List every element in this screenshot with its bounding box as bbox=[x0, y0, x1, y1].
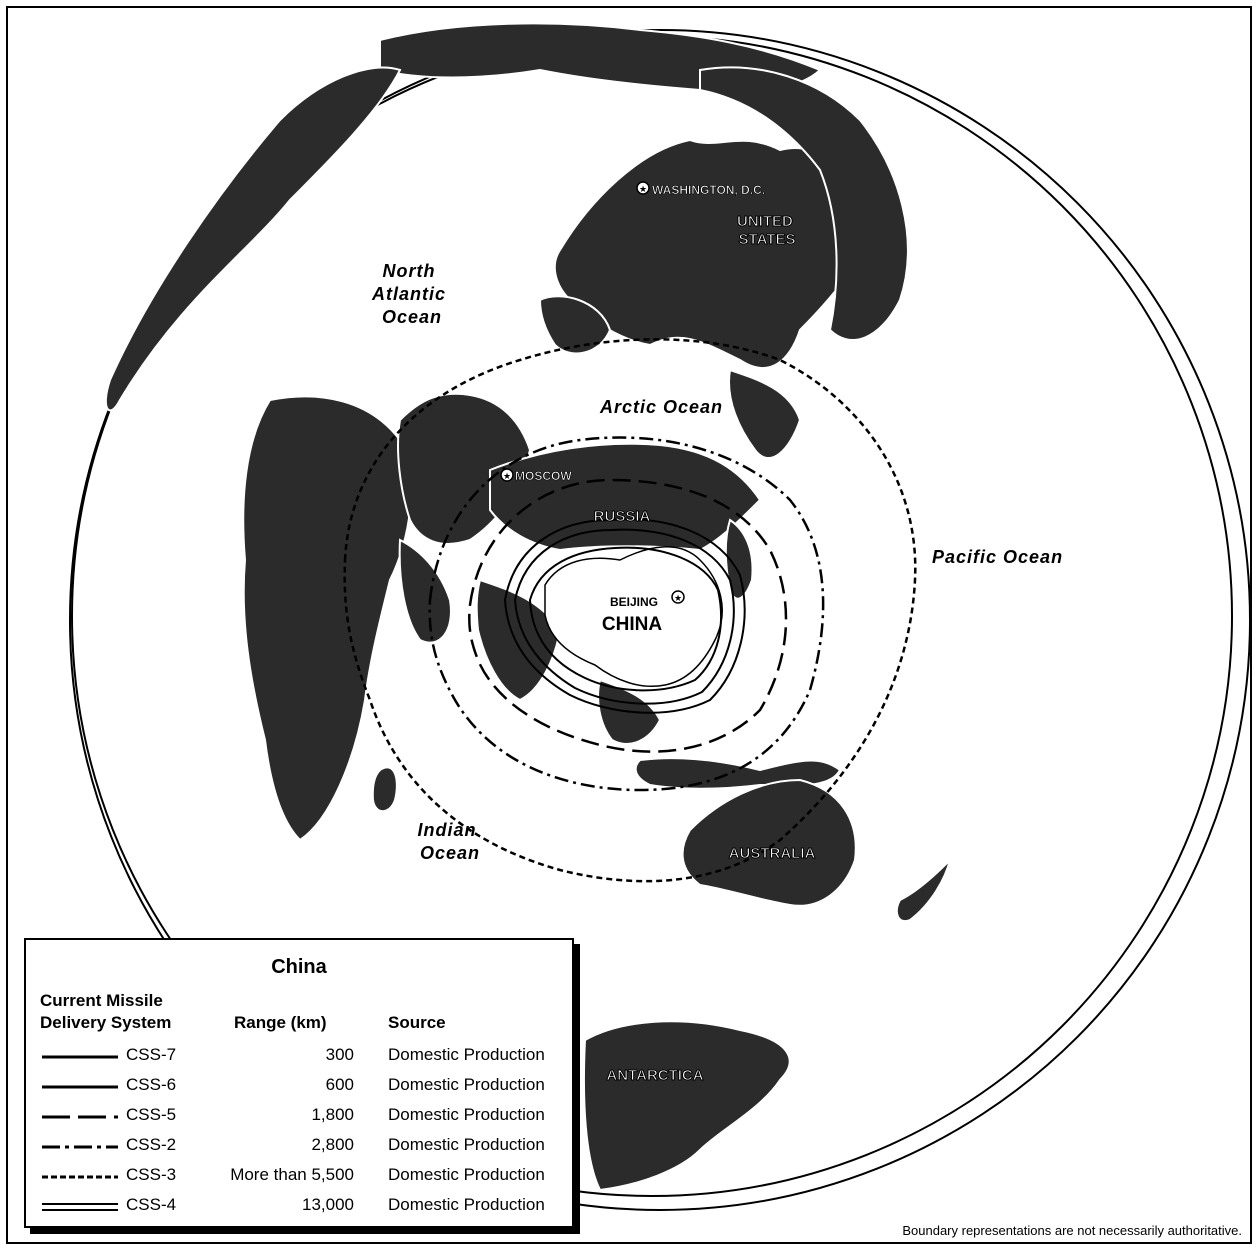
legend-header-range: Range (km) bbox=[234, 1013, 327, 1032]
legend-system-name: CSS-5 bbox=[126, 1105, 177, 1124]
legend-range-value: 13,000 bbox=[302, 1195, 354, 1214]
washington-label: WASHINGTON, D.C. bbox=[652, 183, 765, 197]
legend-source-value: Domestic Production bbox=[388, 1075, 545, 1094]
legend-header-system-line1: Current Missile bbox=[40, 991, 163, 1010]
central-america-landmass bbox=[728, 368, 802, 460]
north-atlantic-ocean-label: North Atlantic Ocean bbox=[371, 261, 452, 327]
legend-row-css-7: CSS-7 300 Domestic Production bbox=[26, 1042, 572, 1072]
moscow-marker: ★ bbox=[500, 468, 514, 482]
united-states-label: UNITED STATES bbox=[737, 213, 797, 248]
japan-landmass bbox=[724, 518, 754, 600]
legend-header-system-line2: Delivery System bbox=[40, 1013, 172, 1032]
legend-system-name: CSS-3 bbox=[126, 1165, 177, 1184]
legend-box: China Current Missile Delivery System Ra… bbox=[24, 938, 574, 1228]
legend-system-name: CSS-7 bbox=[126, 1045, 177, 1064]
legend-range-value: 300 bbox=[325, 1045, 354, 1064]
india-landmass bbox=[475, 578, 562, 702]
svg-text:★: ★ bbox=[503, 472, 511, 482]
legend-source-value: Domestic Production bbox=[388, 1165, 545, 1184]
legend-system-name: CSS-6 bbox=[126, 1075, 177, 1094]
legend-header-source: Source bbox=[388, 1013, 446, 1032]
legend-row-css-5: CSS-5 1,800 Domestic Production bbox=[26, 1102, 572, 1132]
russia-landmass bbox=[489, 442, 762, 552]
legend-system-name: CSS-2 bbox=[126, 1135, 177, 1154]
legend-line-sample bbox=[42, 1203, 118, 1211]
arctic-ocean-label: Arctic Ocean bbox=[599, 397, 723, 417]
north-america-east-landmass bbox=[699, 66, 909, 341]
legend-source-value: Domestic Production bbox=[388, 1045, 545, 1064]
beijing-marker: ★ bbox=[671, 590, 685, 604]
css-2-range-ring bbox=[428, 436, 825, 792]
legend-header-system: Current Missile Delivery System bbox=[40, 990, 171, 1034]
washington-marker: ★ bbox=[636, 181, 650, 195]
css-6-range-ring bbox=[503, 518, 746, 714]
boundary-footnote: Boundary representations are not necessa… bbox=[902, 1223, 1242, 1238]
legend-title: China bbox=[271, 956, 327, 978]
greenland-west-landmass bbox=[104, 66, 402, 412]
arabia-landmass bbox=[398, 538, 452, 644]
legend-line-sample bbox=[42, 1055, 118, 1059]
legend-range-value: 1,800 bbox=[311, 1105, 354, 1124]
legend-row-css-3: CSS-3 More than 5,500 Domestic Production bbox=[26, 1162, 572, 1192]
legend-range-value: 2,800 bbox=[311, 1135, 354, 1154]
greenland-landmass bbox=[538, 295, 612, 355]
map-frame bbox=[6, 6, 1252, 1244]
legend-range-value: More than 5,500 bbox=[230, 1165, 354, 1184]
legend-source-value: Domestic Production bbox=[388, 1105, 545, 1124]
legend-source-value: Domestic Production bbox=[388, 1195, 545, 1214]
css-5-range-ring bbox=[468, 478, 788, 753]
legend-line-sample bbox=[42, 1115, 118, 1119]
legend-row-css-4: CSS-4 13,000 Domestic Production bbox=[26, 1192, 572, 1222]
beijing-label: BEIJING bbox=[610, 595, 658, 609]
legend-line-sample bbox=[42, 1145, 118, 1149]
antarctica-landmass bbox=[582, 1020, 791, 1192]
landmasses bbox=[104, 22, 952, 1192]
svg-text:★: ★ bbox=[674, 594, 682, 604]
legend-row-css-6: CSS-6 600 Domestic Production bbox=[26, 1072, 572, 1102]
china-label: CHINA bbox=[602, 614, 662, 635]
legend-line-sample bbox=[42, 1085, 118, 1089]
css-7-range-ring bbox=[528, 546, 722, 692]
legend-source-value: Domestic Production bbox=[388, 1135, 545, 1154]
madagascar-landmass bbox=[371, 766, 398, 813]
legend-line-sample bbox=[42, 1175, 118, 1179]
pacific-ocean-label: Pacific Ocean bbox=[932, 547, 1063, 567]
china-landmass bbox=[544, 546, 723, 687]
svg-text:★: ★ bbox=[639, 185, 647, 195]
legend-system-name: CSS-4 bbox=[126, 1195, 177, 1214]
new-zealand-landmass bbox=[895, 856, 952, 923]
australia-label: AUSTRALIA bbox=[729, 845, 816, 862]
antarctica-label: ANTARCTICA bbox=[606, 1067, 703, 1084]
russia-label: RUSSIA bbox=[594, 508, 651, 525]
australia-landmass bbox=[681, 778, 857, 907]
css-3-range-ring bbox=[343, 338, 917, 883]
legend-range-value: 600 bbox=[325, 1075, 354, 1094]
legend-row-css-2: CSS-2 2,800 Domestic Production bbox=[26, 1132, 572, 1162]
moscow-label: MOSCOW bbox=[515, 469, 572, 483]
indian-ocean-label: Indian Ocean bbox=[417, 820, 482, 863]
